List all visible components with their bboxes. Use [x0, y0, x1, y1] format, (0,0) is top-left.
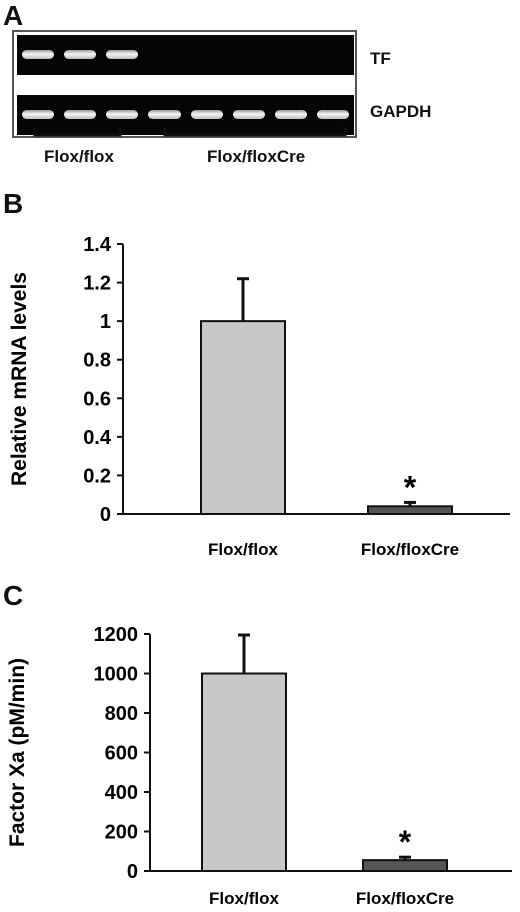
group-label-flox: Flox/flox — [44, 147, 114, 166]
gapdh-gel-lane-strip — [17, 95, 354, 135]
y-tick-label: 0.6 — [83, 388, 111, 410]
tf-band — [22, 50, 55, 59]
y-tick-label: 0.4 — [83, 427, 112, 449]
gapdh-band — [190, 110, 223, 119]
bar — [201, 672, 287, 872]
tf-row-label: TF — [370, 49, 391, 68]
gapdh-band — [22, 110, 55, 119]
gapdh-band — [232, 110, 265, 119]
significance-asterisk: * — [399, 824, 412, 860]
factor-xa-bar-chart: 0 200 400 600 800 1000 1200 Factor Xa (pM/min) F… — [6, 624, 512, 908]
y-tick-label: 1 — [100, 311, 111, 333]
panel-letter-a: A — [3, 0, 24, 31]
y-tick-label: 1000 — [94, 664, 139, 686]
tf-gel-lane-strip — [17, 35, 354, 75]
x-tick-label: Flox/flox — [209, 889, 279, 908]
flox-lane-bracket — [33, 127, 122, 137]
y-tick-label: 200 — [105, 822, 138, 844]
y-tick-label: 1200 — [94, 624, 139, 646]
bar — [367, 505, 453, 515]
gapdh-row-label: GAPDH — [370, 102, 432, 121]
mrna-bar-chart: 0 0.2 0.4 0.6 0.8 1 1.2 1.4 Relative mRNA levels… — [8, 234, 510, 559]
bar — [200, 320, 286, 516]
cre-lane-bracket — [163, 127, 347, 137]
y-tick-label: 400 — [105, 782, 138, 804]
gapdh-band — [316, 110, 349, 119]
panel-letter-c: C — [3, 580, 24, 611]
y-tick-label: 1.2 — [83, 273, 111, 295]
y-tick-label: 0.2 — [83, 465, 111, 487]
gapdh-band — [64, 110, 97, 119]
tf-band — [106, 50, 139, 59]
panel-letter-b: B — [3, 188, 24, 219]
significance-asterisk: * — [404, 469, 417, 505]
y-tick-label: 0 — [127, 861, 138, 883]
group-label-cre: Flox/floxCre — [207, 147, 306, 166]
y-tick-label: 1.4 — [83, 234, 112, 256]
gapdh-band — [274, 110, 307, 119]
y-tick-label: 0.8 — [83, 350, 111, 372]
y-tick-label: 0 — [100, 504, 111, 526]
bar — [362, 859, 448, 873]
y-tick-label: 600 — [105, 743, 138, 765]
lane-group-brackets — [33, 127, 347, 137]
y-tick-label: 800 — [105, 703, 138, 725]
gapdh-band — [106, 110, 139, 119]
x-tick-label: Flox/floxCre — [356, 889, 454, 908]
y-axis-label: Factor Xa (pM/min) — [6, 658, 29, 847]
tf-band — [64, 50, 97, 59]
gel-image — [12, 30, 357, 138]
x-tick-label: Flox/flox — [208, 540, 278, 559]
gapdh-band — [148, 110, 181, 119]
x-tick-label: Flox/floxCre — [361, 540, 459, 559]
y-axis-label: Relative mRNA levels — [8, 272, 31, 486]
